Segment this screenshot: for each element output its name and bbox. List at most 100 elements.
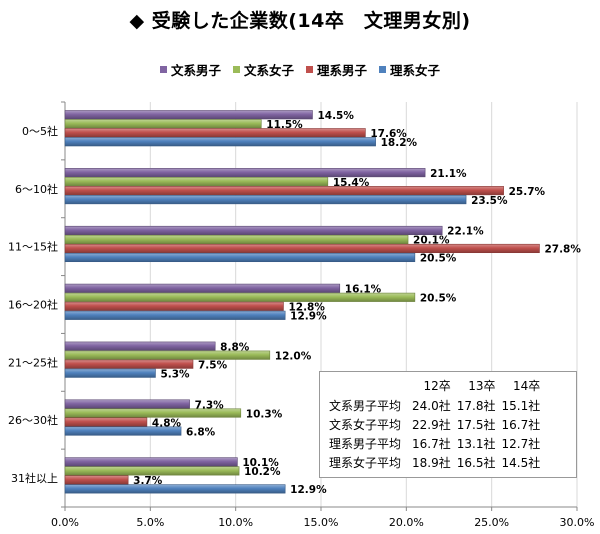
- category-label: 11～15社: [8, 240, 58, 254]
- bar: [64, 137, 376, 147]
- data-label: 20.5%: [420, 253, 457, 265]
- stats-row: 文系女子平均 22.9社 17.5社 16.7社: [326, 415, 543, 434]
- legend-swatch-icon: [379, 66, 387, 73]
- bar: [64, 177, 329, 187]
- stats-cell: 16.7社: [412, 437, 451, 451]
- data-label: 8.8%: [220, 341, 250, 353]
- stats-cell: 13.1社: [456, 437, 496, 451]
- x-tick-label: 30.0%: [560, 516, 595, 529]
- stats-cell: 16.7社: [501, 418, 541, 432]
- bar: [64, 475, 129, 485]
- data-label: 15.4%: [333, 177, 370, 189]
- bar: [64, 283, 341, 293]
- stats-cell: 16.5社: [456, 456, 496, 470]
- data-label: 10.3%: [246, 408, 283, 420]
- category-label: 0～5社: [22, 124, 58, 138]
- data-label: 16.1%: [345, 284, 382, 296]
- bar: [64, 408, 242, 418]
- stats-cell: 17.5社: [456, 418, 496, 432]
- data-label: 3.7%: [133, 475, 163, 487]
- bar: [64, 128, 366, 138]
- legend-swatch-icon: [306, 66, 313, 73]
- bar: [64, 186, 504, 196]
- data-label: 18.2%: [381, 137, 418, 149]
- x-tick-label: 25.0%: [474, 516, 509, 529]
- bar: [64, 110, 313, 120]
- stats-header-cell: 13卒: [468, 379, 496, 393]
- stats-cell: 24.0社: [412, 399, 451, 413]
- bar: [64, 168, 426, 178]
- x-tick-label: 0.0%: [51, 516, 79, 529]
- bar: [64, 195, 467, 205]
- stats-cell: 18.9社: [412, 456, 451, 470]
- stats-cell: 15.1社: [501, 399, 541, 413]
- bar: [64, 341, 216, 351]
- data-label: 27.8%: [544, 244, 581, 256]
- stats-table-box: 12卒 13卒 14卒 文系男子平均 24.0社 17.8社 15.1社 文系女…: [319, 371, 577, 478]
- bar: [64, 457, 238, 467]
- data-label: 5.3%: [160, 368, 190, 380]
- legend-item: 文系男子: [159, 60, 221, 79]
- data-label: 21.1%: [430, 168, 467, 180]
- stats-row: 文系男子平均 24.0社 17.8社 15.1社: [326, 396, 543, 415]
- bar: [64, 252, 416, 263]
- stats-cell: 14.5社: [501, 456, 541, 470]
- data-label: 23.5%: [471, 195, 508, 207]
- data-label: 14.5%: [317, 110, 354, 122]
- data-label: 22.1%: [447, 226, 484, 238]
- data-label: 10.2%: [244, 466, 281, 478]
- category-label: 31社以上: [11, 471, 58, 485]
- bar: [64, 466, 240, 476]
- data-label: 20.1%: [413, 235, 450, 247]
- data-label: 12.9%: [290, 484, 327, 496]
- bar: [64, 292, 416, 302]
- stats-cell: 17.8社: [456, 399, 496, 413]
- stats-header-row: 12卒 13卒 14卒: [326, 377, 543, 396]
- stats-row: 理系女子平均 18.9社 16.5社 14.5社: [326, 453, 543, 472]
- legend-swatch-icon: [232, 66, 240, 73]
- bar: [64, 310, 286, 320]
- stats-corner-cell: [326, 377, 409, 396]
- data-label: 10.1%: [242, 457, 279, 469]
- legend-label: 理系女子: [390, 63, 441, 78]
- bar: [64, 225, 443, 236]
- x-tick-label: 15.0%: [304, 516, 339, 529]
- x-tick-label: 5.0%: [136, 516, 164, 529]
- chart-legend: 文系男子 文系女子 理系男子 理系女子: [0, 60, 600, 79]
- legend-swatch-icon: [159, 66, 167, 73]
- stats-header-cell: 14卒: [512, 379, 541, 393]
- stats-row-label: 文系女子平均: [329, 418, 402, 432]
- bar: [64, 399, 190, 409]
- bar: [64, 426, 182, 436]
- data-label: 12.9%: [290, 311, 327, 323]
- legend-item: 文系女子: [232, 60, 294, 79]
- category-label: 16～20社: [8, 298, 58, 312]
- stats-cell: 22.9社: [412, 418, 451, 432]
- bar: [64, 350, 271, 360]
- data-label: 6.8%: [186, 426, 216, 438]
- bar: [64, 119, 262, 129]
- category-label: 6～10社: [15, 182, 58, 196]
- bar: [64, 234, 409, 245]
- data-label: 4.8%: [152, 417, 182, 429]
- x-tick-label: 20.0%: [389, 516, 424, 529]
- data-label: 7.5%: [198, 359, 228, 371]
- data-label: 17.6%: [370, 128, 407, 140]
- data-label: 7.3%: [195, 399, 225, 411]
- bar: [64, 484, 286, 494]
- stats-row: 理系男子平均 16.7社 13.1社 12.7社: [326, 434, 543, 453]
- stats-row-label: 理系男子平均: [329, 437, 402, 451]
- category-label: 21～25社: [8, 355, 58, 369]
- data-label: 20.5%: [420, 293, 457, 305]
- legend-label: 文系女子: [243, 63, 294, 78]
- stats-header-cell: 12卒: [423, 379, 451, 393]
- stats-row-label: 理系女子平均: [329, 456, 402, 470]
- chart-title: ◆ 受験した企業数(14卒 文理男女別): [129, 10, 471, 32]
- bar: [64, 368, 156, 378]
- data-label: 11.5%: [266, 119, 303, 131]
- bar: [64, 359, 194, 369]
- stats-row-label: 文系男子平均: [329, 399, 402, 413]
- data-label: 25.7%: [509, 186, 546, 198]
- bar: [64, 243, 540, 254]
